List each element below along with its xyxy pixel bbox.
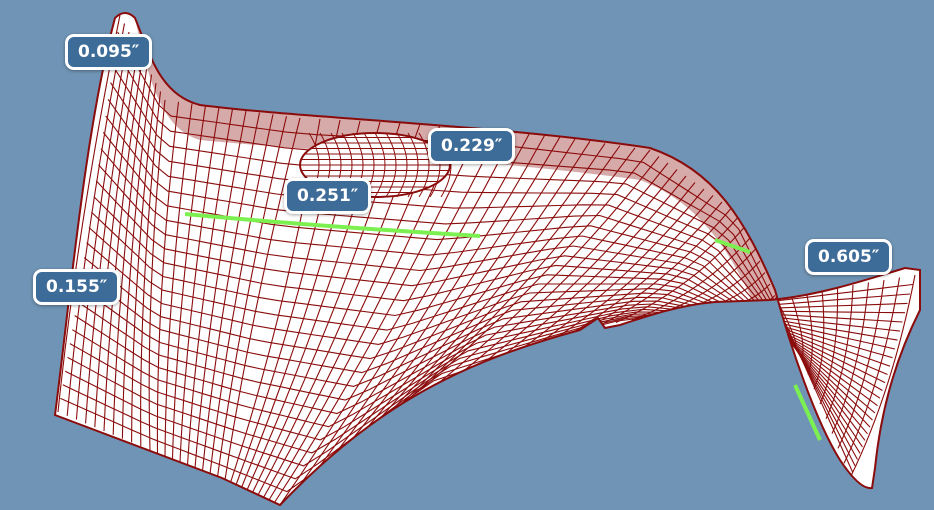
mesh-line-u bbox=[94, 48, 139, 428]
mesh-line-u bbox=[171, 105, 207, 460]
surface-body bbox=[53, 12, 921, 507]
mesh-line-u bbox=[307, 132, 531, 483]
dome-line bbox=[385, 132, 397, 198]
mesh-line-u bbox=[140, 91, 162, 447]
mesh-line-u bbox=[363, 140, 591, 437]
mesh-line-u bbox=[66, 23, 126, 416]
mesh-line-u bbox=[216, 116, 288, 478]
mesh-line-u bbox=[843, 277, 901, 464]
dome-line bbox=[418, 132, 430, 198]
mesh-line-u bbox=[179, 107, 220, 463]
measurement-callout-top-left: 0.095″ bbox=[65, 34, 153, 70]
mesh-line-u bbox=[279, 127, 501, 505]
mesh-line-u bbox=[437, 156, 660, 384]
measurement-callout-center: 0.251″ bbox=[284, 178, 372, 214]
mesh-line-u bbox=[831, 282, 870, 434]
mesh-line-u bbox=[491, 175, 687, 365]
mesh-line-u bbox=[391, 145, 621, 414]
mesh-line-u bbox=[156, 101, 180, 454]
contact-edge-front bbox=[184, 212, 481, 238]
mesh-line-u bbox=[837, 279, 885, 449]
contact-edge-right bbox=[714, 238, 751, 254]
measurement-callout-center-upper: 0.229″ bbox=[428, 128, 516, 164]
mesh-line-u bbox=[186, 108, 234, 466]
measurement-callout-right: 0.605″ bbox=[805, 239, 893, 275]
mesh-line-u bbox=[103, 57, 144, 432]
mesh-line-u bbox=[224, 117, 301, 481]
mesh-line-u bbox=[321, 134, 546, 471]
mesh-line-u bbox=[293, 129, 516, 494]
mesh-line-u bbox=[349, 138, 576, 448]
mesh-line-u bbox=[85, 40, 135, 424]
mesh-line-u bbox=[194, 110, 247, 469]
mesh-line-u bbox=[209, 114, 274, 475]
mesh-line-u bbox=[121, 74, 153, 439]
mesh-line-u bbox=[112, 65, 148, 435]
mesh-line-u bbox=[377, 143, 606, 425]
mesh-ridge-band bbox=[135, 18, 840, 470]
dome-line bbox=[396, 132, 408, 198]
mesh-line-u bbox=[164, 103, 193, 457]
mesh-line-u bbox=[131, 82, 157, 443]
contact-edge-lower-right bbox=[793, 384, 822, 441]
mesh-line-u bbox=[849, 274, 916, 479]
mesh-line-u bbox=[419, 149, 651, 391]
mesh-line-u bbox=[473, 169, 678, 371]
mesh-line-u bbox=[727, 304, 781, 315]
mesh-line-u bbox=[201, 112, 261, 472]
mesh-line-u bbox=[455, 162, 669, 378]
dome-line bbox=[374, 132, 386, 198]
mesh-line-u bbox=[274, 126, 481, 503]
mesh-line-u bbox=[75, 31, 130, 420]
dome-line bbox=[407, 132, 419, 198]
mesh-line-u bbox=[335, 136, 561, 460]
mesh-line-u bbox=[57, 14, 121, 413]
measurement-callout-left: 0.155″ bbox=[33, 269, 121, 305]
